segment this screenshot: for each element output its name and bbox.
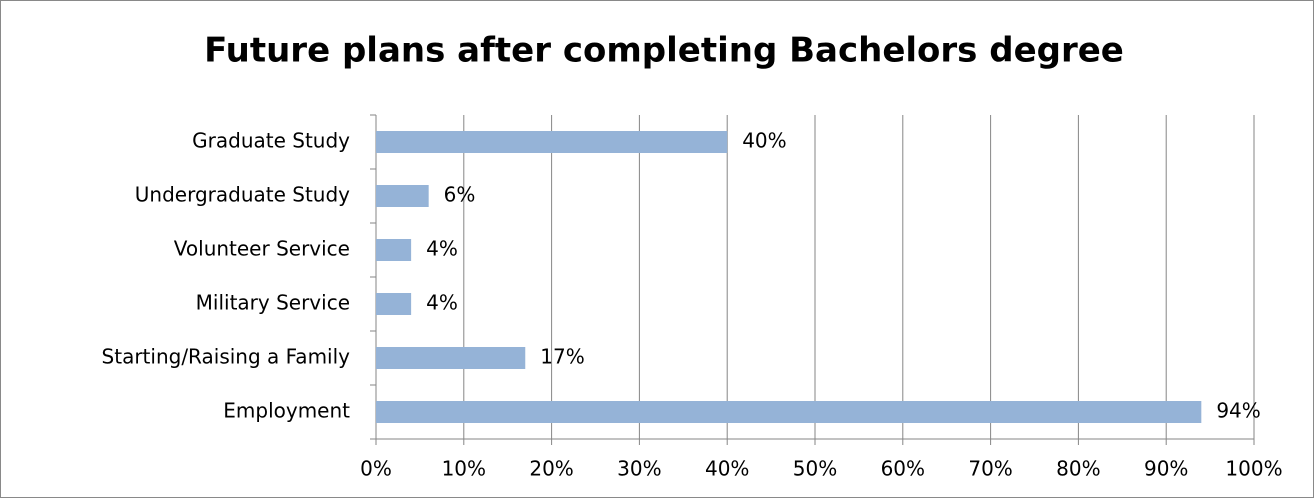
bar: [376, 239, 412, 261]
bar: [376, 185, 429, 207]
y-tick-label: Graduate Study: [192, 129, 350, 153]
y-tick-label: Employment: [223, 399, 350, 423]
data-label: 4%: [426, 237, 458, 261]
x-tick-label: 40%: [705, 457, 749, 481]
y-tick-label: Volunteer Service: [174, 237, 350, 261]
data-label: 17%: [540, 345, 584, 369]
y-tick-label: Military Service: [196, 291, 350, 315]
x-tick-label: 20%: [529, 457, 573, 481]
x-tick-label: 0%: [360, 457, 392, 481]
x-tick-label: 50%: [793, 457, 837, 481]
x-tick-label: 100%: [1225, 457, 1282, 481]
x-tick-label: 10%: [442, 457, 486, 481]
data-label: 40%: [742, 129, 786, 153]
bar: [376, 293, 412, 315]
bar: [376, 347, 526, 369]
y-tick-label: Undergraduate Study: [135, 183, 350, 207]
x-tick-label: 90%: [1144, 457, 1188, 481]
x-tick-label: 30%: [617, 457, 661, 481]
bar: [376, 131, 728, 153]
data-label: 94%: [1216, 399, 1260, 423]
bar: [376, 401, 1202, 423]
data-label: 4%: [426, 291, 458, 315]
chart-title: Future plans after completing Bachelors …: [204, 31, 1124, 71]
x-tick-label: 60%: [881, 457, 925, 481]
x-tick-label: 80%: [1056, 457, 1100, 481]
y-tick-label: Starting/Raising a Family: [102, 345, 351, 369]
data-label: 6%: [444, 183, 476, 207]
x-tick-label: 70%: [968, 457, 1012, 481]
